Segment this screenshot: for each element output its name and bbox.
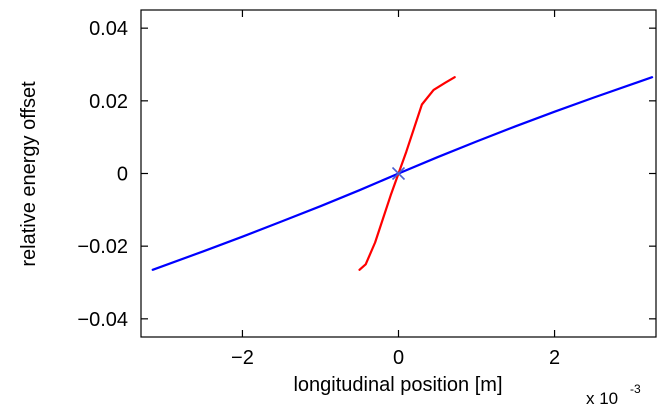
y-tick-label: 0	[117, 164, 128, 186]
y-tick-label: −0.02	[77, 236, 128, 258]
x-axis-title: longitudinal position [m]	[293, 374, 502, 396]
y-axis-title: relative energy offset	[18, 81, 40, 267]
x-axis-exponent-power: -3	[630, 382, 641, 396]
plot-area	[140, 9, 657, 338]
y-tick-label: −0.04	[77, 309, 128, 331]
y-tick-label: 0.02	[89, 91, 128, 113]
y-axis-ticks: −0.04 −0.02 0 0.02 0.04	[77, 18, 656, 331]
x-tick-label: −2	[231, 347, 254, 369]
y-tick-label: 0.04	[89, 18, 128, 40]
marker-layer	[391, 166, 406, 181]
x-tick-label: 2	[549, 347, 560, 369]
x-tick-label: 0	[393, 347, 404, 369]
series-line-2	[358, 76, 456, 271]
x-axis-ticks: −2 0 2	[231, 10, 560, 369]
cross-marker	[391, 166, 406, 181]
x-axis-exponent-base: x 10	[586, 389, 618, 408]
x-axis-exponent-label: x 10 -3	[586, 382, 641, 408]
